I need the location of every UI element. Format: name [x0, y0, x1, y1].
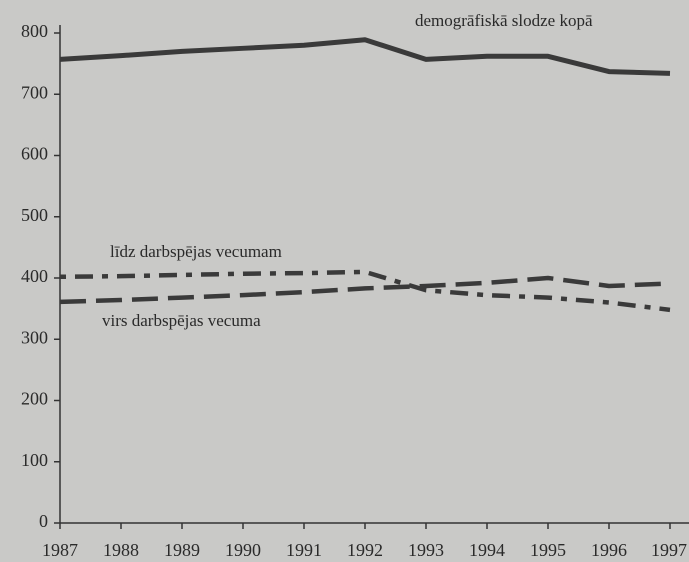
y-tick-label: 600 [21, 144, 48, 164]
x-tick-label: 1987 [42, 540, 78, 560]
x-tick-label: 1997 [651, 540, 687, 560]
x-tick-label: 1988 [103, 540, 139, 560]
y-tick-label: 800 [21, 21, 48, 41]
series-line [59, 269, 671, 313]
x-tick-label: 1995 [530, 540, 566, 560]
series-label: demogrāfiskā slodze kopā [415, 11, 593, 30]
y-tick-label: 0 [39, 511, 48, 531]
series-line [59, 275, 671, 305]
series-label: līdz darbspējas vecumam [110, 242, 282, 261]
y-tick-label: 100 [21, 450, 48, 470]
x-tick-label: 1989 [164, 540, 200, 560]
series-line [59, 37, 671, 76]
x-tick-label: 1992 [347, 540, 383, 560]
x-tick-label: 1996 [591, 540, 627, 560]
series-label: virs darbspējas vecuma [102, 311, 261, 330]
x-tick-label: 1993 [408, 540, 444, 560]
y-tick-label: 400 [21, 266, 48, 286]
x-tick-label: 1994 [469, 540, 505, 560]
x-tick-label: 1991 [286, 540, 322, 560]
y-tick-label: 700 [21, 82, 48, 102]
y-tick-label: 200 [21, 389, 48, 409]
y-tick-label: 300 [21, 327, 48, 347]
y-tick-label: 500 [21, 205, 48, 225]
x-tick-label: 1990 [225, 540, 261, 560]
